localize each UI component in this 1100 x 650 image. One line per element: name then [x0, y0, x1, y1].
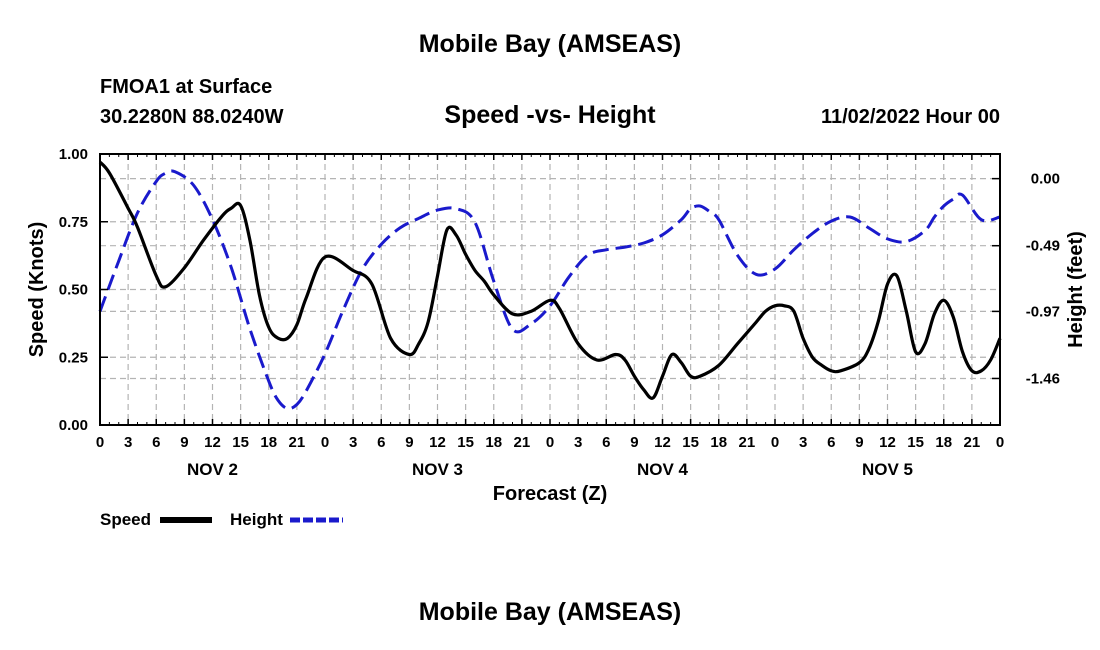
- y-tick-label: 0.25: [59, 349, 88, 366]
- x-tick-label: 3: [349, 434, 357, 451]
- y2-tick-label: -1.46: [1026, 370, 1060, 387]
- x-tick-label: 0: [546, 434, 554, 451]
- x-tick-label: 0: [321, 434, 329, 451]
- x-tick-label: 12: [879, 434, 896, 451]
- x-tick-label: 9: [630, 434, 638, 451]
- legend: Speed Height: [100, 510, 343, 529]
- x-tick-label: 3: [574, 434, 582, 451]
- y-tick-label: 0.00: [59, 417, 88, 434]
- x-tick-label: 21: [514, 434, 531, 451]
- x-tick-label: 15: [232, 434, 249, 451]
- x-tick-label: 15: [457, 434, 474, 451]
- day-label: NOV 5: [862, 460, 913, 479]
- series-layer: [98, 160, 1002, 411]
- station-coordinates: 30.2280N 88.0240W: [100, 106, 284, 128]
- x-tick-label: 6: [602, 434, 610, 451]
- speed-series-line: [98, 160, 1002, 400]
- height-series-line: [98, 169, 1001, 411]
- x-tick-label: 6: [377, 434, 385, 451]
- x-tick-label: 15: [682, 434, 699, 451]
- x-tick-label: 9: [180, 434, 188, 451]
- forecast-timestamp: 11/02/2022 Hour 00: [820, 106, 1000, 128]
- main-title: Mobile Bay (AMSEAS): [418, 30, 682, 58]
- day-label: NOV 2: [187, 460, 238, 479]
- legend-speed-label: Speed: [100, 510, 151, 529]
- x-tick-label: 12: [654, 434, 671, 451]
- day-label: NOV 3: [412, 460, 463, 479]
- y2-axis-label: Height (feet): [1065, 231, 1087, 348]
- x-tick-label: 0: [771, 434, 779, 451]
- y-tick-label: 0.75: [59, 214, 88, 231]
- y2-tick-label: -0.49: [1026, 238, 1060, 255]
- x-tick-label: 18: [260, 434, 277, 451]
- y-tick-label: 0.50: [59, 282, 88, 299]
- y2-tick-label: -0.97: [1026, 303, 1060, 320]
- y-axis-label: Speed (Knots): [26, 222, 48, 358]
- x-tick-label: 3: [799, 434, 807, 451]
- station-label: FMOA1 at Surface: [100, 76, 273, 98]
- x-tick-label: 15: [907, 434, 924, 451]
- x-tick-label: 9: [855, 434, 863, 451]
- x-tick-label: 9: [405, 434, 413, 451]
- y-tick-label: 1.00: [59, 146, 88, 163]
- day-label: NOV 4: [637, 460, 689, 479]
- chart-subtitle: Speed -vs- Height: [444, 101, 656, 129]
- x-tick-label: 21: [739, 434, 756, 451]
- axis-layer: 0 3 6 9 12 15 18 21 0 3 6 9 12 15 18 21 0 3 6 9 12 15 18 21 0 3 6 9…: [59, 146, 1060, 479]
- x-tick-label: 0: [96, 434, 104, 451]
- x-tick-label: 18: [935, 434, 952, 451]
- x-tick-label: 0: [996, 434, 1004, 451]
- x-tick-label: 6: [827, 434, 835, 451]
- grid-layer: [99, 153, 1001, 426]
- x-tick-label: 6: [152, 434, 160, 451]
- x-tick-label: 21: [964, 434, 981, 451]
- x-tick-label: 18: [485, 434, 502, 451]
- footer-title: Mobile Bay (AMSEAS): [418, 598, 682, 626]
- x-tick-label: 21: [289, 434, 306, 451]
- x-tick-label: 18: [710, 434, 727, 451]
- x-tick-label: 3: [124, 434, 132, 451]
- x-axis-label: Forecast (Z): [493, 483, 607, 505]
- x-tick-label: 12: [429, 434, 446, 451]
- x-tick-label: 12: [204, 434, 221, 451]
- legend-height-label: Height: [230, 510, 283, 529]
- y2-tick-label: 0.00: [1031, 171, 1060, 188]
